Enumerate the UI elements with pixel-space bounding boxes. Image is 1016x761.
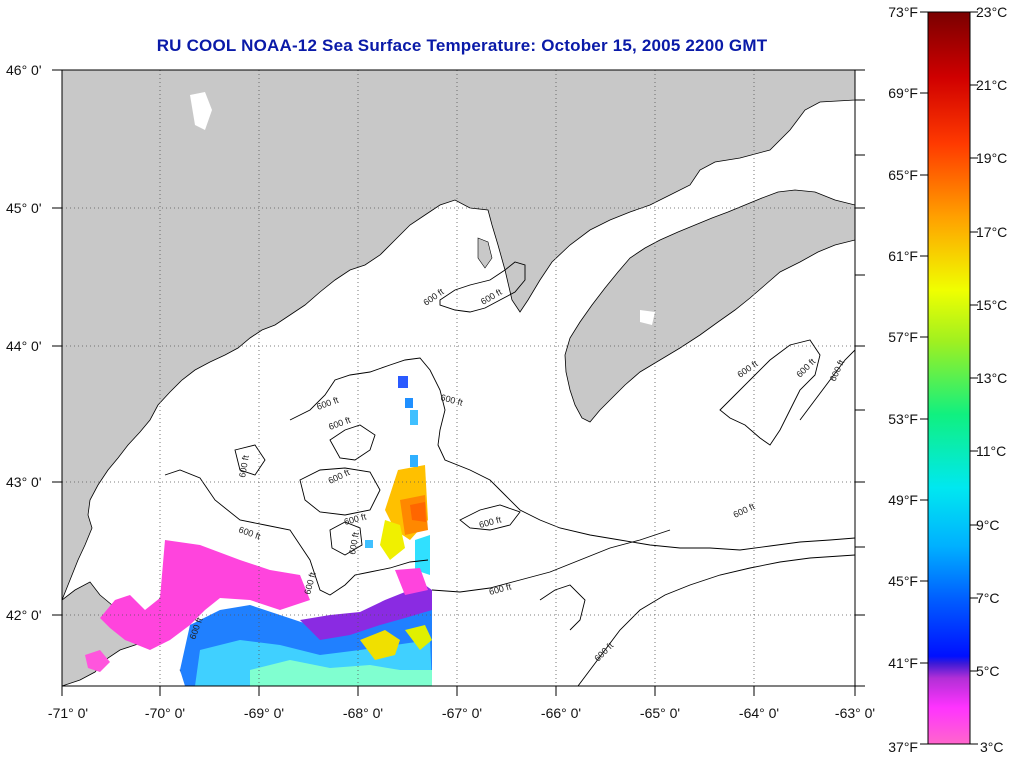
colorbar-f-label: 73°F bbox=[888, 4, 918, 20]
sst-data bbox=[85, 376, 432, 686]
lon-tick-label: -71° 0' bbox=[48, 705, 88, 721]
colorbar-f-label: 37°F bbox=[888, 739, 918, 755]
lon-tick-label: -65° 0' bbox=[640, 705, 680, 721]
lat-tick-label: 42° 0' bbox=[6, 607, 42, 623]
colorbar-f-label: 65°F bbox=[888, 167, 918, 183]
colorbar-c-label: 23°C bbox=[976, 4, 1007, 20]
colorbar-c-label: 13°C bbox=[976, 370, 1007, 386]
lat-tick-label: 44° 0' bbox=[6, 338, 42, 354]
land-nova-scotia bbox=[564, 189, 855, 423]
colorbar-f-label: 41°F bbox=[888, 655, 918, 671]
lat-tick-label: 43° 0' bbox=[6, 474, 42, 490]
lon-tick-label: -70° 0' bbox=[145, 705, 185, 721]
colorbar-c-label: 19°C bbox=[976, 150, 1007, 166]
land-grand-manan bbox=[477, 237, 493, 269]
lon-tick-label: -69° 0' bbox=[244, 705, 284, 721]
lon-tick-label: -64° 0' bbox=[739, 705, 779, 721]
gridlines bbox=[62, 70, 855, 686]
colorbar-f-label: 61°F bbox=[888, 248, 918, 264]
colorbar-f-label: 45°F bbox=[888, 573, 918, 589]
colorbar-c-label: 17°C bbox=[976, 224, 1007, 240]
colorbar-c-label: 11°C bbox=[976, 443, 1006, 459]
colorbar-c-label: 5°C bbox=[976, 663, 1000, 679]
colorbar-c-label: 7°C bbox=[976, 590, 1000, 606]
lon-tick-label: -68° 0' bbox=[343, 705, 383, 721]
colorbar-f-label: 57°F bbox=[888, 329, 918, 345]
contour-label: 600 ft bbox=[347, 531, 361, 555]
colorbar bbox=[927, 11, 971, 745]
contour-label: 600 ft bbox=[237, 454, 251, 478]
colorbar-c-label: 3°C bbox=[980, 739, 1004, 755]
map-title: RU COOL NOAA-12 Sea Surface Temperature:… bbox=[156, 36, 768, 55]
colorbar-c-label: 9°C bbox=[976, 517, 1000, 533]
colorbar-c-label: 15°C bbox=[976, 297, 1007, 313]
lake bbox=[640, 310, 655, 325]
isobath-contours bbox=[164, 261, 855, 686]
colorbar-c-label: 21°C bbox=[976, 77, 1007, 93]
colorbar-f-label: 69°F bbox=[888, 85, 918, 101]
colorbar-f-label: 49°F bbox=[888, 492, 918, 508]
lon-tick-label: -67° 0' bbox=[442, 705, 482, 721]
lon-tick-label: -63° 0' bbox=[835, 705, 875, 721]
lat-tick-label: 46° 0' bbox=[6, 62, 42, 78]
lat-tick-label: 45° 0' bbox=[6, 200, 42, 216]
lake bbox=[190, 92, 212, 130]
colorbar-ticks bbox=[920, 11, 978, 745]
land-mainland bbox=[62, 70, 855, 601]
lon-tick-label: -66° 0' bbox=[541, 705, 581, 721]
axis-ticks bbox=[52, 69, 865, 696]
colorbar-f-label: 53°F bbox=[888, 411, 918, 427]
map-frame bbox=[61, 69, 856, 687]
